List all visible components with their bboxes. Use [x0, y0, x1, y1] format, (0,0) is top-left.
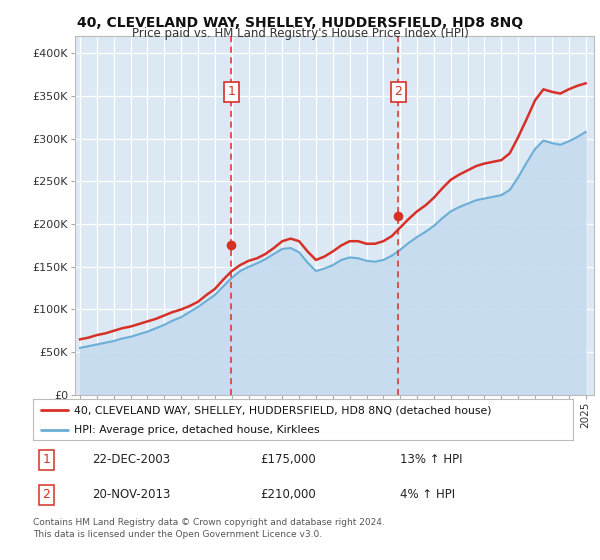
Text: 1: 1: [227, 85, 235, 99]
Text: £210,000: £210,000: [260, 488, 316, 501]
Text: 40, CLEVELAND WAY, SHELLEY, HUDDERSFIELD, HD8 8NQ (detached house): 40, CLEVELAND WAY, SHELLEY, HUDDERSFIELD…: [74, 405, 491, 415]
Text: 2: 2: [394, 85, 403, 99]
Text: Contains HM Land Registry data © Crown copyright and database right 2024.
This d: Contains HM Land Registry data © Crown c…: [33, 518, 385, 539]
Text: 13% ↑ HPI: 13% ↑ HPI: [400, 454, 463, 466]
Text: 40, CLEVELAND WAY, SHELLEY, HUDDERSFIELD, HD8 8NQ: 40, CLEVELAND WAY, SHELLEY, HUDDERSFIELD…: [77, 16, 523, 30]
Text: 2: 2: [43, 488, 50, 501]
Text: £175,000: £175,000: [260, 454, 316, 466]
Text: 4% ↑ HPI: 4% ↑ HPI: [400, 488, 455, 501]
Text: 1: 1: [43, 454, 50, 466]
Text: 20-NOV-2013: 20-NOV-2013: [92, 488, 171, 501]
Text: Price paid vs. HM Land Registry's House Price Index (HPI): Price paid vs. HM Land Registry's House …: [131, 27, 469, 40]
Text: 22-DEC-2003: 22-DEC-2003: [92, 454, 170, 466]
Text: HPI: Average price, detached house, Kirklees: HPI: Average price, detached house, Kirk…: [74, 424, 319, 435]
